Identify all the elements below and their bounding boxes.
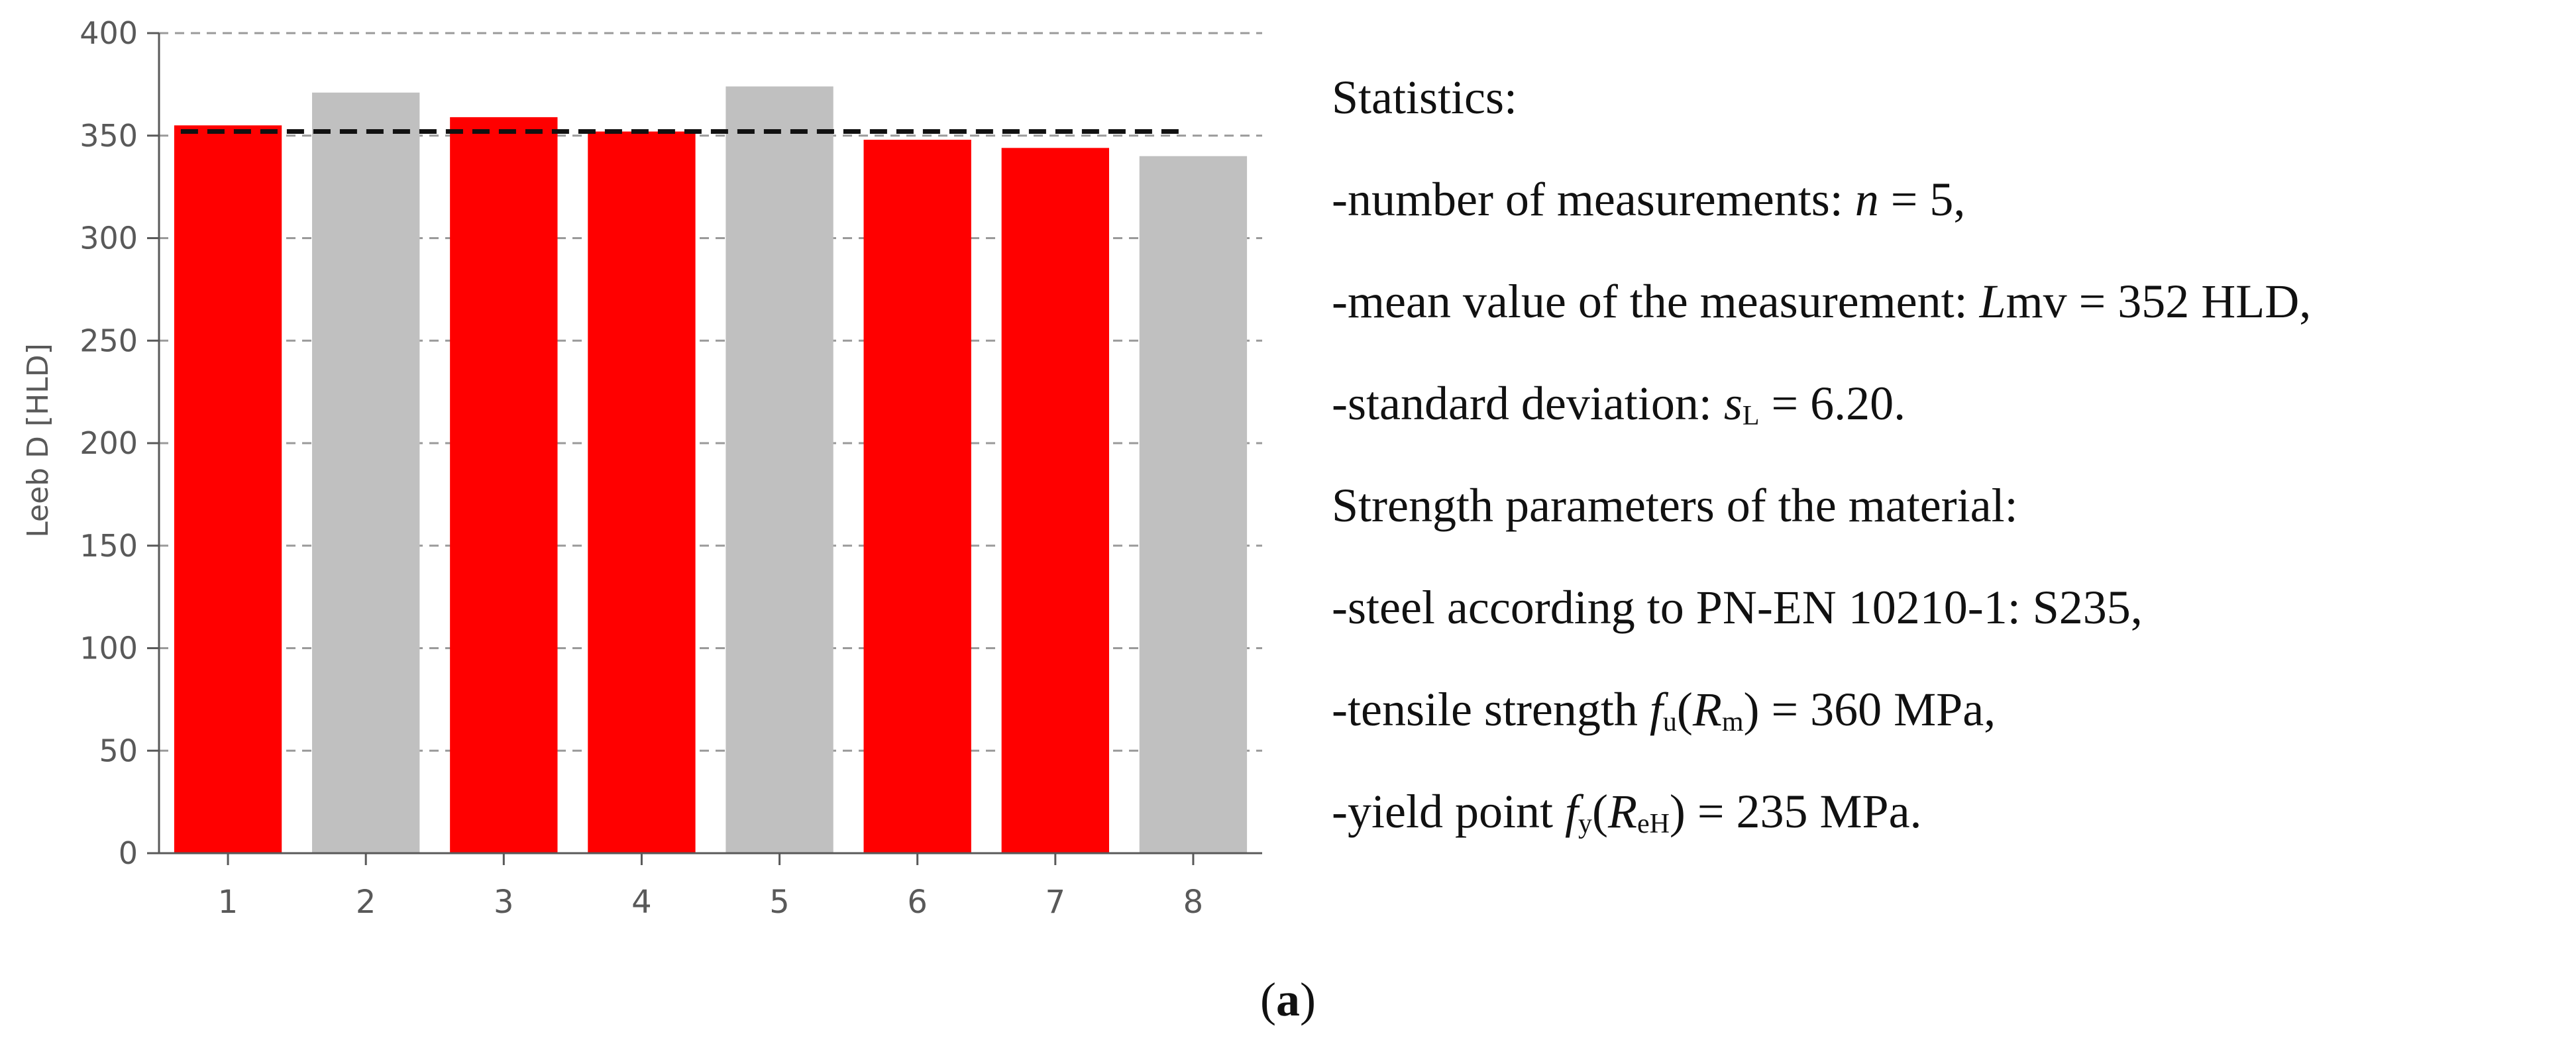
standard-deviation: -standard deviation: sL = 6.20.	[1332, 352, 2564, 454]
steel-grade: -steel according to PN-EN 10210-1: S235,	[1332, 581, 2143, 634]
sd-symbol: s	[1723, 377, 1743, 430]
tensile-open-paren: (	[1676, 683, 1693, 736]
yield-f-symbol: f	[1564, 785, 1578, 838]
mean-result: = 352 HLD,	[2066, 275, 2312, 328]
sd-subscript: L	[1742, 401, 1760, 431]
bar-4	[588, 131, 696, 853]
bar-6	[863, 139, 971, 854]
x-tick-label-1: 1	[218, 884, 239, 921]
y-tick-label-150: 150	[80, 528, 138, 564]
x-tick-label-4: 4	[631, 884, 652, 921]
bar-8	[1139, 156, 1248, 854]
x-tick-label-8: 8	[1183, 884, 1204, 921]
tensile-f-symbol: f	[1649, 683, 1663, 736]
statistics-heading: Statistics:	[1332, 71, 1518, 124]
yield-r-subscript: eH	[1637, 809, 1670, 839]
n-prefix: -number of measurements:	[1332, 173, 1855, 226]
yield-point: -yield point fy(ReH) = 235 MPa.	[1332, 760, 2564, 862]
bar-7	[1001, 148, 1109, 853]
caption-close: )	[1300, 973, 1316, 1026]
y-tick-label-200: 200	[80, 425, 138, 461]
x-tick-label-7: 7	[1046, 884, 1066, 921]
bars	[174, 86, 1248, 854]
leeb-hardness-bar-chart: 0 50 100 150 200 250 300 350 400 1 2 3 4 5 6 7 8 Leeb D…	[21, 15, 1262, 921]
mean-value: -mean value of the measurement: Lmv = 35…	[1332, 250, 2564, 352]
bar-1	[174, 125, 282, 853]
yield-r-symbol: R	[1607, 785, 1637, 838]
yield-result: ) = 235 MPa.	[1669, 785, 1922, 838]
y-tick-label-50: 50	[99, 733, 138, 768]
mean-prefix: -mean value of the measurement:	[1332, 275, 1980, 328]
tensile-f-subscript: u	[1662, 707, 1677, 737]
y-tick-label-300: 300	[80, 221, 138, 256]
mean-subscript: mv	[2006, 275, 2067, 328]
figure-caption: (a)	[0, 972, 2576, 1027]
bar-2	[312, 92, 420, 853]
y-tick-label-100: 100	[80, 631, 138, 666]
bar-5	[725, 86, 833, 854]
n-symbol: n	[1854, 173, 1879, 226]
yield-prefix: -yield point	[1332, 785, 1565, 838]
y-axis-label: Leeb D [HLD]	[21, 343, 55, 537]
n-value: = 5,	[1878, 173, 1966, 226]
tensile-r-symbol: R	[1692, 683, 1722, 736]
x-tick-label-5: 5	[769, 884, 790, 921]
y-tick-label-0: 0	[119, 835, 138, 871]
sd-result: = 6.20.	[1759, 377, 1906, 430]
x-tick-labels: 1 2 3 4 5 6 7 8	[218, 853, 1203, 921]
yield-open-paren: (	[1591, 785, 1608, 838]
y-tick-label-350: 350	[80, 118, 138, 154]
number-of-measurements: -number of measurements: n = 5,	[1332, 148, 2564, 250]
y-tick-label-400: 400	[80, 15, 138, 51]
y-tick-labels: 0 50 100 150 200 250 300 350 400	[80, 15, 159, 871]
caption-open: (	[1260, 973, 1276, 1026]
yield-f-subscript: y	[1578, 809, 1592, 839]
x-tick-label-6: 6	[907, 884, 928, 921]
statistics-panel: Statistics: -number of measurements: n =…	[1332, 46, 2564, 862]
sd-prefix: -standard deviation:	[1332, 377, 1724, 430]
x-tick-label-2: 2	[356, 884, 376, 921]
tensile-prefix: -tensile strength	[1332, 683, 1650, 736]
strength-heading: Strength parameters of the material:	[1332, 479, 2018, 532]
x-tick-label-3: 3	[494, 884, 514, 921]
mean-symbol: L	[1979, 275, 2006, 328]
bar-3	[450, 117, 558, 853]
tensile-r-subscript: m	[1721, 707, 1744, 737]
y-tick-label-250: 250	[80, 323, 138, 358]
tensile-strength: -tensile strength fu(Rm) = 360 MPa,	[1332, 658, 2564, 760]
tensile-result: ) = 360 MPa,	[1743, 683, 1996, 736]
caption-label: a	[1276, 973, 1300, 1026]
